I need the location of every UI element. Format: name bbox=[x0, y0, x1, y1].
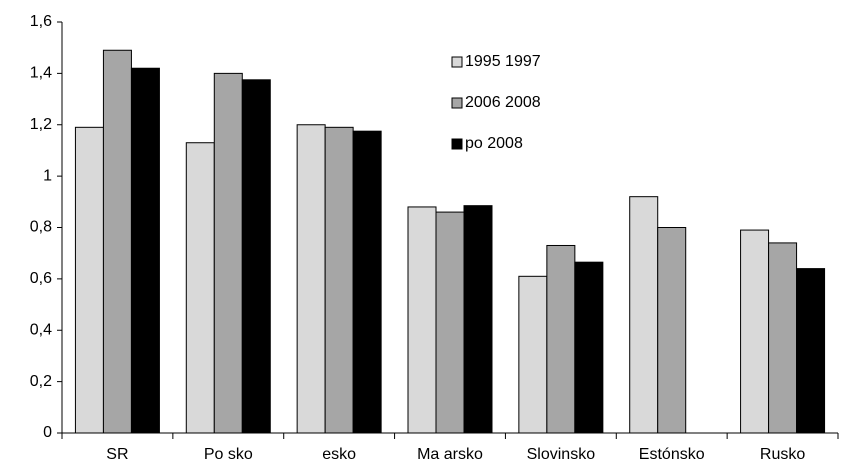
bar bbox=[574, 261, 604, 434]
bar bbox=[407, 206, 437, 434]
y-tick-label: 0,6 bbox=[30, 270, 52, 287]
bar bbox=[185, 142, 215, 434]
legend-label: po 2008 bbox=[465, 135, 523, 152]
bar bbox=[629, 196, 659, 434]
bar bbox=[352, 130, 382, 434]
bar bbox=[657, 227, 687, 434]
y-tick-label: 1,4 bbox=[30, 65, 52, 82]
x-tick-label: Rusko bbox=[760, 446, 805, 463]
y-tick-label: 1 bbox=[43, 167, 52, 184]
bar bbox=[546, 244, 576, 434]
x-tick-label: esko bbox=[322, 446, 356, 463]
legend-swatch bbox=[451, 97, 463, 109]
legend-swatch bbox=[451, 56, 463, 68]
bar bbox=[463, 205, 493, 434]
legend-label: 1995 1997 bbox=[465, 53, 541, 70]
bar bbox=[130, 67, 160, 434]
x-tick-label: Slovinsko bbox=[527, 446, 596, 463]
bar bbox=[241, 79, 271, 434]
y-tick-label: 1,2 bbox=[30, 116, 52, 133]
legend-swatch bbox=[451, 138, 463, 150]
x-tick-label: SR bbox=[106, 446, 128, 463]
y-tick-label: 0,2 bbox=[30, 373, 52, 390]
x-tick-label: Ma arsko bbox=[417, 446, 483, 463]
y-tick-label: 0,8 bbox=[30, 219, 52, 236]
bar bbox=[768, 242, 798, 434]
bar bbox=[796, 268, 826, 434]
y-tick-label: 1,6 bbox=[30, 13, 52, 30]
bar bbox=[102, 49, 132, 434]
bar bbox=[518, 275, 548, 434]
legend-label: 2006 2008 bbox=[465, 94, 541, 111]
x-tick-label: Estónsko bbox=[639, 446, 705, 463]
bar bbox=[324, 126, 354, 434]
bar bbox=[435, 211, 465, 434]
x-tick-label: Po sko bbox=[204, 446, 253, 463]
y-tick-label: 0 bbox=[43, 424, 52, 441]
bar bbox=[740, 229, 770, 434]
bar bbox=[74, 126, 104, 434]
bar bbox=[213, 72, 243, 434]
bar bbox=[296, 124, 326, 434]
y-tick-label: 0,4 bbox=[30, 321, 52, 338]
